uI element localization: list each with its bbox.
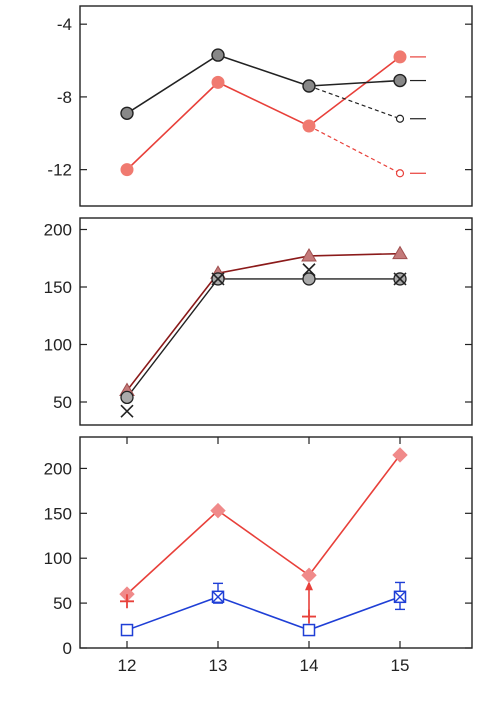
y-tick-label: 150: [44, 278, 72, 297]
point-7th-period: [211, 75, 225, 89]
cross-marker-quartz: [212, 590, 224, 603]
point-dh-ads: [120, 390, 134, 405]
plus-marker-gold: [120, 594, 134, 609]
y-tick-label: 150: [44, 504, 72, 523]
y-tick-label: 200: [44, 221, 72, 240]
y-tick-label: 50: [53, 594, 72, 613]
panel3-y-ticks: 0 50 100 150 200: [44, 459, 472, 658]
point-7th-period: [393, 50, 407, 64]
y-tick-label: 100: [44, 549, 72, 568]
series-line-quartz: [126, 595, 401, 631]
cross-marker-exp: [120, 404, 134, 418]
point-bi-6p32: [393, 73, 407, 88]
panel-ao-energy: -4 -8 -12: [47, 5, 473, 207]
series-line-7th-period: [126, 56, 401, 171]
panel3-frame: [79, 436, 473, 649]
y-tick-label: 200: [44, 459, 72, 478]
cross-marker-quartz: [394, 590, 406, 603]
point-dh-ads: [302, 272, 316, 286]
point-dh-vap: [301, 247, 317, 262]
panel2-frame: [79, 217, 473, 426]
panel1-series: [126, 54, 426, 174]
panel2-points: [119, 245, 408, 418]
x-tick-label: 12: [118, 656, 137, 675]
x-tick-label: 15: [391, 656, 410, 675]
point-gold: [301, 567, 317, 583]
plus-marker-gold: [302, 609, 316, 624]
panel-enthalpy: 50 100 150 200: [44, 217, 473, 426]
panel1-y-ticks: -4 -8 -12: [47, 15, 472, 180]
y-tick-label: -8: [57, 88, 72, 107]
y-tick-label: -4: [57, 15, 72, 34]
panel1-points: [120, 48, 407, 178]
line-pb-to-bi-6p32: [308, 79, 401, 87]
y-tick-label: 0: [63, 639, 72, 658]
panel1-frame: [79, 5, 473, 207]
series-line-dh-vap: [126, 252, 401, 391]
point-bi-6p12: [395, 114, 405, 123]
x-tick-label: 13: [209, 656, 228, 675]
cross-marker-exp: [302, 263, 316, 277]
point-mc-7p12: [395, 169, 405, 178]
point-gold: [392, 447, 408, 463]
arrowhead-fl-gold: [305, 581, 313, 591]
y-tick-label: 100: [44, 336, 72, 355]
y-tick-label: 50: [53, 393, 72, 412]
line-pb-to-bi-6p12: [308, 85, 401, 120]
panel2-series: [126, 252, 401, 398]
line-fl-to-mc-7p12: [308, 125, 401, 174]
series-line-dh-ads: [126, 278, 400, 398]
y-tick-label: -12: [47, 161, 72, 180]
cross-marker-exp: [211, 272, 225, 286]
point-quartz: [120, 623, 134, 637]
cross-marker-exp: [393, 272, 407, 286]
point-dh-vap: [392, 245, 408, 260]
series-line-gold: [126, 454, 401, 595]
x-tick-label: 14: [300, 656, 319, 675]
point-6th-period: [120, 106, 134, 120]
point-quartz: [302, 623, 316, 637]
point-gold: [210, 502, 226, 519]
point-7th-period: [302, 119, 316, 133]
panel3-points: [119, 447, 408, 637]
panel3-x-ticks: 12 13 14 15: [118, 437, 410, 675]
point-7th-period: [120, 163, 134, 177]
point-6th-period: [211, 48, 225, 62]
point-6th-period: [302, 79, 316, 93]
panel3-series: [126, 454, 405, 631]
panel2-y-ticks: 50 100 150 200: [44, 221, 472, 412]
panel-adsorption: 0 50 100 150 200 12 13 14 15: [44, 436, 473, 675]
